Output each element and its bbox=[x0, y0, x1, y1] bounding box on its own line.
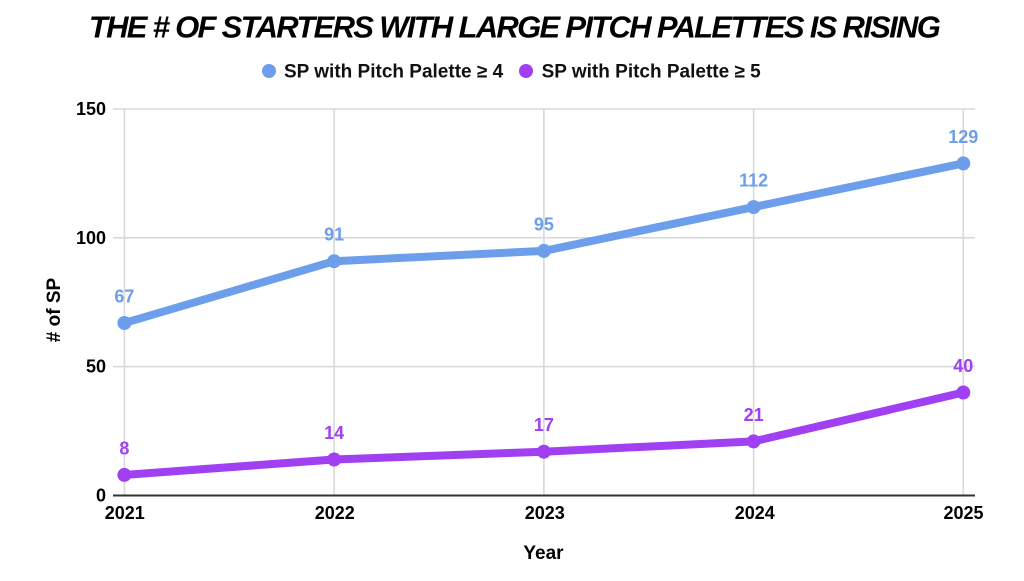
svg-text:91: 91 bbox=[324, 225, 344, 245]
svg-text:129: 129 bbox=[948, 127, 978, 147]
svg-text:8: 8 bbox=[119, 438, 129, 458]
svg-text:14: 14 bbox=[324, 423, 344, 443]
svg-text:# of SP: # of SP bbox=[44, 277, 65, 342]
svg-text:50: 50 bbox=[86, 357, 106, 377]
svg-text:2022: 2022 bbox=[315, 503, 355, 523]
svg-text:THE # OF STARTERS WITH LARGE P: THE # OF STARTERS WITH LARGE PITCH PALET… bbox=[89, 10, 941, 45]
svg-text:2021: 2021 bbox=[105, 503, 145, 523]
svg-text:21: 21 bbox=[744, 405, 764, 425]
svg-text:67: 67 bbox=[114, 287, 134, 307]
svg-text:150: 150 bbox=[76, 99, 106, 119]
svg-text:2025: 2025 bbox=[943, 503, 983, 523]
svg-text:100: 100 bbox=[76, 228, 106, 248]
svg-text:Year: Year bbox=[523, 543, 564, 564]
svg-text:40: 40 bbox=[953, 356, 973, 376]
svg-text:0: 0 bbox=[96, 486, 106, 506]
svg-text:SP with Pitch Palette ≥ 4: SP with Pitch Palette ≥ 4 bbox=[284, 62, 504, 83]
svg-text:2024: 2024 bbox=[735, 503, 775, 523]
svg-text:2023: 2023 bbox=[525, 503, 565, 523]
svg-text:17: 17 bbox=[534, 415, 554, 435]
svg-text:SP with Pitch Palette ≥ 5: SP with Pitch Palette ≥ 5 bbox=[542, 62, 762, 83]
svg-text:95: 95 bbox=[534, 214, 554, 234]
svg-text:112: 112 bbox=[739, 171, 768, 191]
